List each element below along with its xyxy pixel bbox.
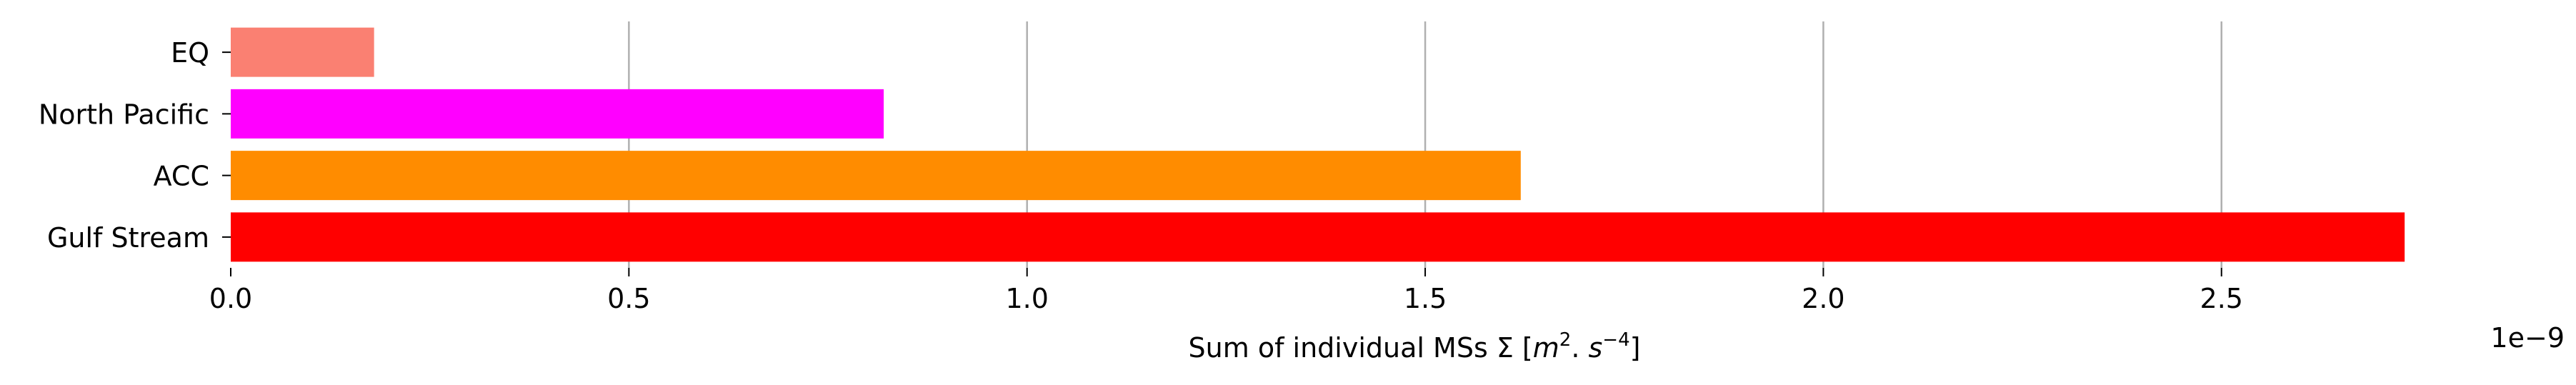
y-tick-label: ACC [154, 161, 209, 192]
y-tick-label: North Pacific [39, 99, 209, 130]
bar [231, 89, 884, 139]
x-tick-label: 0.5 [607, 283, 650, 314]
x-axis-ticks: 0.0 0.5 1.0 1.5 2.0 2.5 [209, 268, 2243, 314]
x-tick-label: 2.0 [1802, 283, 1844, 314]
x-axis-offset-text: 1e−9 [2490, 322, 2565, 354]
x-tick-label: 0.0 [209, 283, 252, 314]
x-tick-label: 2.5 [2200, 283, 2243, 314]
x-axis-label: Sum of individual MSs Σ [m2. s−4] [1189, 329, 1641, 364]
y-tick-label: Gulf Stream [47, 222, 209, 254]
y-axis-ticks: EQ North Pacific ACC Gulf Stream [39, 37, 231, 254]
y-tick-label: EQ [171, 37, 209, 69]
x-tick-label: 1.0 [1005, 283, 1048, 314]
bars [231, 27, 2405, 262]
bar [231, 212, 2405, 262]
bar [231, 27, 374, 77]
x-tick-label: 1.5 [1404, 283, 1447, 314]
bar [231, 151, 1521, 201]
